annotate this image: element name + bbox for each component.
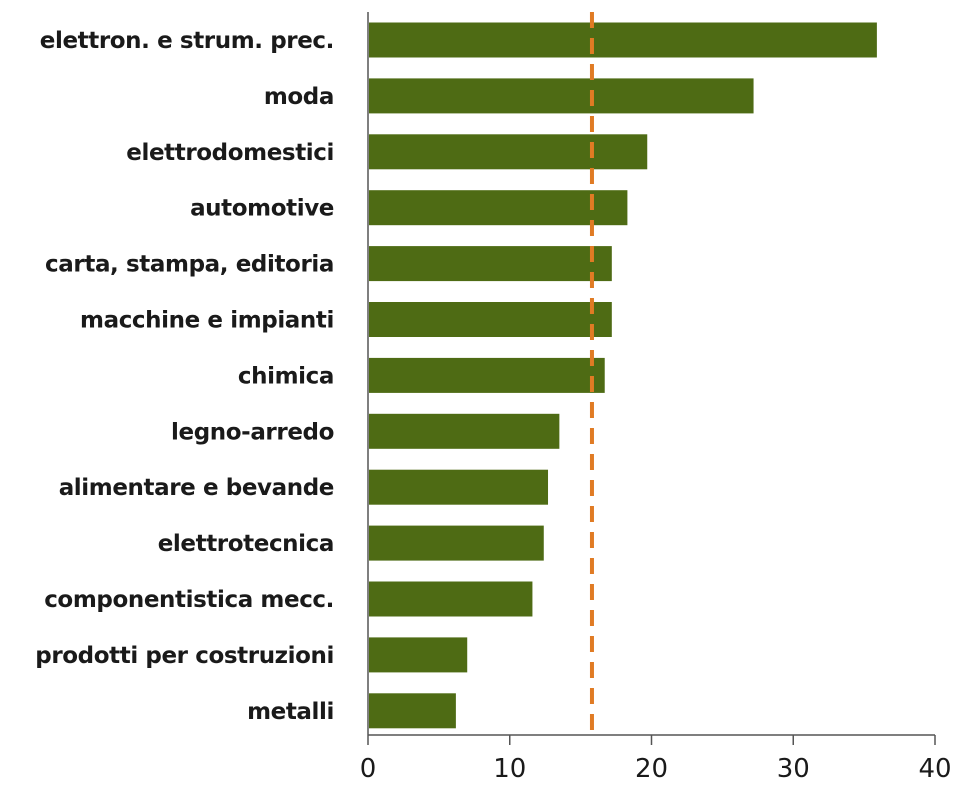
bar bbox=[369, 693, 456, 729]
bars-layer bbox=[369, 22, 877, 729]
category-label: elettrodomestici bbox=[126, 140, 334, 166]
bar bbox=[369, 357, 605, 393]
bar bbox=[369, 413, 560, 449]
category-label: macchine e impianti bbox=[80, 308, 334, 334]
bar bbox=[369, 78, 754, 114]
category-label: alimentare e bevande bbox=[59, 475, 334, 501]
category-label: metalli bbox=[247, 699, 334, 725]
x-tick-label: 30 bbox=[777, 754, 810, 784]
bar bbox=[369, 134, 648, 170]
category-label: chimica bbox=[238, 363, 334, 389]
bar bbox=[369, 190, 628, 226]
bar bbox=[369, 22, 877, 58]
x-tick-label: 20 bbox=[635, 754, 668, 784]
bar bbox=[369, 302, 612, 337]
bar bbox=[369, 637, 468, 673]
category-label: elettron. e strum. prec. bbox=[40, 28, 334, 54]
category-label: moda bbox=[264, 84, 334, 110]
x-tick-label: 10 bbox=[493, 754, 526, 784]
bar bbox=[369, 525, 544, 561]
category-labels-layer: elettron. e strum. prec. moda elettrodomes… bbox=[35, 28, 334, 725]
category-label: prodotti per costruzioni bbox=[35, 643, 334, 669]
axis-layer: 0 10 20 30 40 bbox=[360, 12, 952, 784]
category-label: automotive bbox=[190, 196, 334, 222]
category-label: legno-arredo bbox=[171, 419, 334, 445]
x-tick-label: 40 bbox=[918, 754, 951, 784]
bar bbox=[369, 246, 612, 282]
bar bbox=[369, 581, 533, 617]
bar bbox=[369, 469, 549, 505]
category-label: carta, stampa, editoria bbox=[45, 252, 334, 278]
category-label: componentistica mecc. bbox=[44, 587, 334, 613]
x-tick-label: 0 bbox=[360, 754, 377, 784]
category-label: elettrotecnica bbox=[158, 531, 334, 557]
